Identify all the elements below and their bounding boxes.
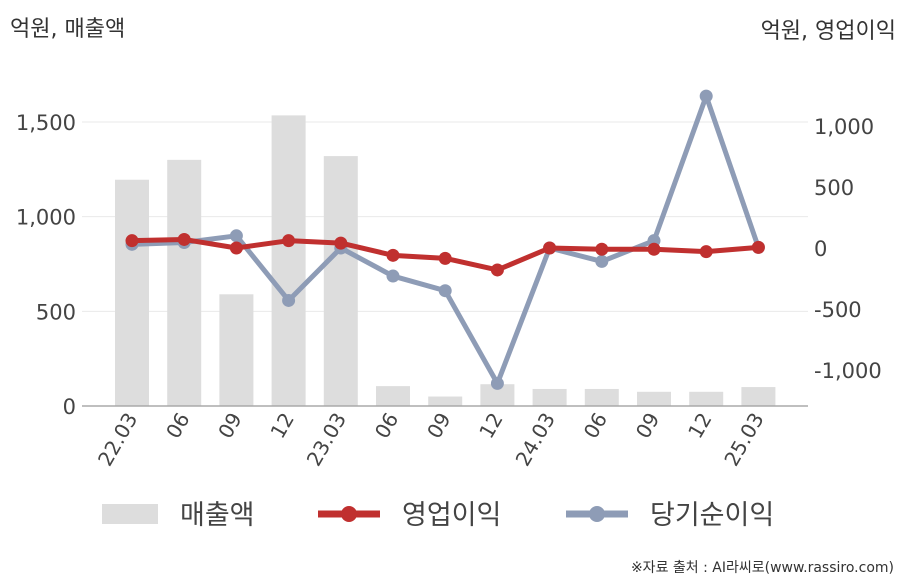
bar-sales xyxy=(115,179,149,406)
x-tick-label: 12 xyxy=(683,409,717,443)
series-lines xyxy=(125,89,765,390)
legend-marker-operating-profit xyxy=(341,506,357,522)
point-net-income xyxy=(699,89,713,103)
x-tick-label: 06 xyxy=(579,409,613,443)
right-axis-unit-label: 억원, 영업이익 xyxy=(761,19,896,44)
x-tick-label: 12 xyxy=(474,409,508,443)
x-tick-label: 09 xyxy=(422,409,456,443)
point-net-income xyxy=(229,229,243,243)
bar-sales xyxy=(167,159,202,406)
point-net-income xyxy=(386,269,400,283)
point-operating-profit xyxy=(334,236,348,250)
point-operating-profit xyxy=(177,232,191,246)
point-operating-profit xyxy=(490,263,504,277)
point-operating-profit xyxy=(751,240,765,254)
left-axis-unit-label: 억원, 매출액 xyxy=(10,17,125,42)
bars-sales xyxy=(115,115,776,406)
left-tick-label: 0 xyxy=(63,395,76,419)
x-tick-label: 24.03 xyxy=(511,409,560,471)
bar-sales xyxy=(271,115,306,406)
bar-sales xyxy=(637,391,671,406)
legend-swatch-sales xyxy=(102,504,158,524)
x-tick-label: 06 xyxy=(161,409,195,443)
x-axis-ticks: 22.03 06 09 12 23.03 06 09 12 24.03 06 09 12 25.03 xyxy=(93,409,769,471)
legend-label-net-income: 당기순이익 xyxy=(650,500,774,531)
point-net-income xyxy=(490,376,504,390)
bar-sales xyxy=(532,388,567,406)
bar-sales xyxy=(584,388,619,406)
x-tick-label: 09 xyxy=(213,409,247,443)
legend-marker-net-income xyxy=(589,506,605,522)
legend-label-sales: 매출액 xyxy=(180,500,255,531)
point-net-income xyxy=(438,284,452,298)
point-net-income xyxy=(595,254,609,268)
x-tick-label: 06 xyxy=(370,409,404,443)
left-tick-label: 1,000 xyxy=(16,206,76,230)
point-operating-profit xyxy=(699,245,713,259)
bar-sales xyxy=(428,396,463,406)
left-tick-label: 500 xyxy=(36,300,76,324)
point-net-income xyxy=(282,293,296,307)
point-operating-profit xyxy=(386,248,400,262)
right-tick-label: 1,000 xyxy=(814,115,874,139)
bar-sales xyxy=(219,294,254,406)
right-tick-label: -1,000 xyxy=(814,359,882,383)
right-axis-ticks: -1,000 -500 0 500 1,000 xyxy=(814,115,882,383)
point-operating-profit xyxy=(647,242,661,256)
x-tick-label: 22.03 xyxy=(93,409,142,471)
bar-sales xyxy=(323,156,358,406)
point-operating-profit xyxy=(125,234,139,248)
bar-sales xyxy=(741,387,776,406)
left-tick-label: 1,500 xyxy=(16,111,76,135)
bar-sales xyxy=(480,384,515,406)
x-tick-label: 23.03 xyxy=(302,409,351,471)
point-operating-profit xyxy=(229,241,243,255)
gridlines xyxy=(82,121,808,312)
right-tick-label: -500 xyxy=(814,298,862,322)
x-tick-label: 12 xyxy=(265,409,299,443)
x-tick-label: 09 xyxy=(631,409,665,443)
legend: 매출액 영업이익 당기순이익 xyxy=(102,500,774,531)
point-operating-profit xyxy=(282,234,296,248)
point-operating-profit xyxy=(438,251,452,265)
left-axis-ticks: 0 500 1,000 1,500 xyxy=(16,111,76,419)
right-tick-label: 500 xyxy=(814,176,854,200)
right-tick-label: 0 xyxy=(814,237,827,261)
legend-label-operating-profit: 영업이익 xyxy=(402,500,501,531)
point-operating-profit xyxy=(543,241,557,255)
source-note: ※자료 출처 : AI라씨로(www.rassiro.com) xyxy=(631,560,894,576)
bar-sales xyxy=(376,386,410,406)
x-tick-label: 25.03 xyxy=(719,409,768,471)
bar-sales xyxy=(689,391,724,406)
point-operating-profit xyxy=(595,242,609,256)
